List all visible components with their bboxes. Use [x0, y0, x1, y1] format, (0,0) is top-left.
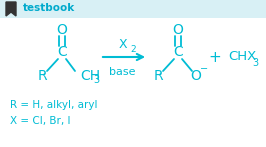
Text: R = H, alkyl, aryl: R = H, alkyl, aryl [10, 100, 98, 110]
Text: X: X [119, 37, 128, 51]
Bar [0, 0, 266, 18]
Text: O: O [190, 69, 201, 83]
Text: X = Cl, Br, I: X = Cl, Br, I [10, 116, 70, 126]
Text: 2: 2 [130, 45, 136, 54]
Text: CHX: CHX [228, 51, 256, 64]
Text: testbook: testbook [23, 3, 75, 13]
Text: −: − [200, 64, 208, 74]
Text: 3: 3 [93, 75, 99, 85]
Text: +: + [209, 50, 221, 65]
Text: O: O [57, 23, 68, 37]
Text: C: C [173, 45, 183, 59]
Polygon shape [6, 2, 16, 16]
Text: CH: CH [80, 69, 100, 83]
Text: R: R [153, 69, 163, 83]
Text: C: C [57, 45, 67, 59]
Text: R: R [37, 69, 47, 83]
Text: O: O [173, 23, 184, 37]
Text: base: base [109, 67, 135, 77]
Text: 3: 3 [252, 58, 258, 68]
